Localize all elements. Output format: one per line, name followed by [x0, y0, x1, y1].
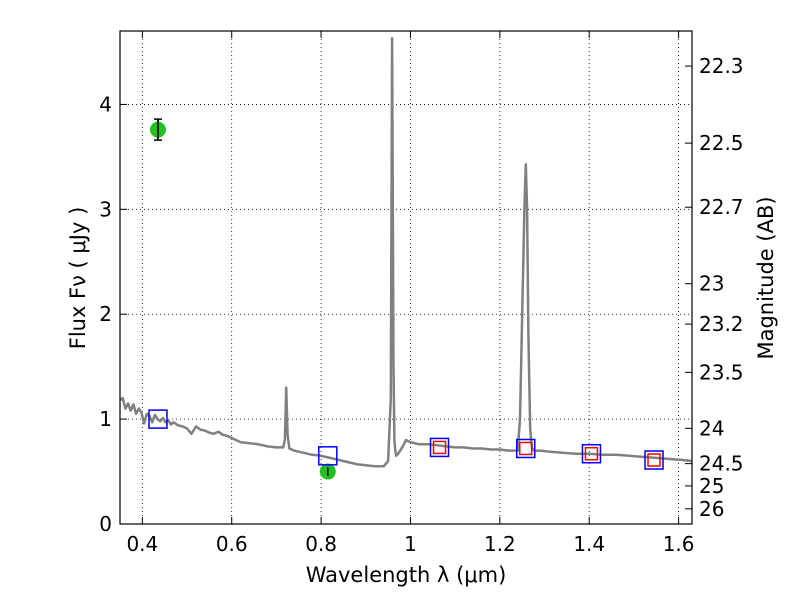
x-tick-label: 0.8: [305, 532, 337, 556]
model-point-red: [647, 453, 661, 467]
mag-tick-label: 23.2: [699, 312, 744, 336]
model-point-red: [519, 441, 533, 456]
model-point-blue: [148, 409, 168, 429]
y-tick-label: 1: [99, 407, 112, 431]
model-point-red: [584, 446, 599, 461]
x-tick-label: 1.6: [663, 532, 695, 556]
y-tick-label: 3: [99, 197, 112, 221]
model-point-blue: [318, 446, 338, 466]
plot-frame: [119, 30, 693, 525]
magnitude-axis-label: Magnitude (AB): [754, 196, 778, 359]
x-tick-label: 1.4: [573, 532, 605, 556]
plot-area: [120, 37, 692, 480]
mag-tick-label: 24: [699, 416, 724, 440]
mag-tick-label: 24.5: [699, 452, 744, 476]
x-tick-label: 0.6: [216, 532, 248, 556]
mag-tick-label: 23: [699, 272, 724, 296]
mag-tick-label: 23.5: [699, 360, 744, 384]
y-tick-label: 2: [99, 302, 112, 326]
axis-ticks: 0.4 0.6 0.8 1 1.2 1.4 1.60123422.322.522.72323…: [99, 31, 744, 556]
x-tick-label: 1: [404, 532, 417, 556]
x-axis-label: Wavelength λ (μm): [306, 563, 507, 587]
mag-tick-label: 22.5: [699, 131, 744, 155]
model-point-blue: [581, 443, 602, 464]
mag-tick-label: 26: [699, 497, 724, 521]
spectrum-line: [120, 37, 692, 468]
model-point-blue: [429, 437, 450, 458]
y-tick-label: 4: [99, 92, 112, 116]
model-point-blue: [516, 438, 536, 459]
model-point-red: [432, 440, 447, 455]
model-point-blue: [644, 450, 664, 470]
mag-tick-label: 25: [699, 474, 724, 498]
x-tick-label: 0.4: [126, 532, 158, 556]
x-tick-label: 1.2: [484, 532, 516, 556]
mag-tick-label: 22.7: [699, 195, 744, 219]
y-axis-label: Flux Fν ( μJy ): [66, 207, 90, 350]
mag-tick-label: 22.3: [699, 54, 744, 78]
y-tick-label: 0: [99, 512, 112, 536]
